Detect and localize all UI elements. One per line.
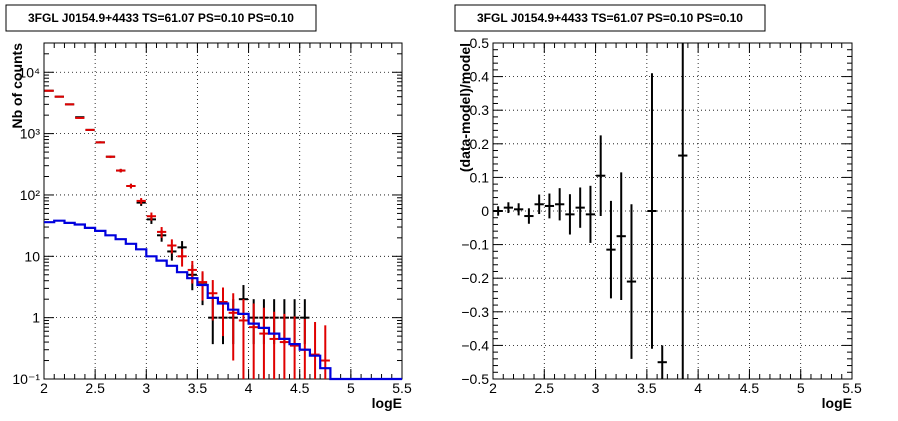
data-point <box>187 260 197 284</box>
counts-title-box <box>5 4 317 32</box>
x-tick-label: 2.5 <box>85 380 105 396</box>
counts-ticks: 2 2.5 3 3.5 4 4.5 5 5.5 10⁻¹ 1 10 10² 10³ 10⁴ <box>12 42 412 396</box>
data-point <box>524 208 534 224</box>
x-tick-label: 4.5 <box>290 380 310 396</box>
data-point <box>259 307 269 379</box>
data-point <box>157 227 167 238</box>
x-tick-label: 3.5 <box>637 380 657 396</box>
data-point <box>228 293 238 361</box>
x-tick-label: 2.5 <box>535 380 555 396</box>
data-point <box>54 95 64 98</box>
data-point <box>565 194 575 235</box>
y-tick-label: −0.5 <box>461 371 489 387</box>
data-point <box>218 287 228 337</box>
x-tick-label: 4 <box>245 380 253 396</box>
y-tick-label: −0.2 <box>461 270 489 286</box>
data-point <box>289 316 300 379</box>
data-point <box>249 303 259 379</box>
counts-title: 3FGL J0154.9+4433 TS=61.07 PS=0.10 PS=0.… <box>28 11 294 25</box>
data-point <box>647 73 657 349</box>
data-point <box>657 345 667 379</box>
y-tick-label: 10⁴ <box>18 64 40 80</box>
y-tick-label: 10² <box>20 187 41 203</box>
residuals-ticks: 2 2.5 3 3.5 4 4.5 5 5.5 −0.5 −0.4 −0.3 −0.2 −0.1 0 0.1… <box>461 35 862 396</box>
data-point <box>85 128 95 131</box>
x-tick-label: 3.5 <box>188 380 208 396</box>
x-tick-label: 4.5 <box>740 380 760 396</box>
data-point <box>136 198 146 205</box>
data-point <box>105 155 116 159</box>
data-point <box>493 206 503 216</box>
y-tick-label: 0 <box>481 203 489 219</box>
x-tick-label: 5.5 <box>842 380 862 396</box>
data-point <box>177 248 187 267</box>
y-tick-label: −0.3 <box>461 304 489 320</box>
data-point <box>678 43 688 379</box>
y-tick-label: 0.4 <box>470 69 490 85</box>
x-tick-label: 2 <box>40 380 48 396</box>
residuals-panel: 3FGL J0154.9+4433 TS=61.07 PS=0.10 PS=0.… <box>454 4 862 411</box>
y-tick-label: −0.1 <box>461 237 489 253</box>
y-tick-label: −0.4 <box>461 337 489 353</box>
data-point <box>279 313 289 379</box>
y-tick-label: 0.5 <box>470 35 490 51</box>
data-point <box>269 311 279 379</box>
residuals-plot-frame <box>492 42 853 380</box>
data-point <box>514 203 524 216</box>
data-point <box>64 103 75 106</box>
x-tick-label: 5.5 <box>392 380 412 396</box>
data-point <box>75 116 85 119</box>
y-tick-label: 0.2 <box>470 136 490 152</box>
counts-plot-frame <box>43 42 403 380</box>
x-tick-label: 5 <box>797 380 805 396</box>
data-point <box>585 185 596 243</box>
residuals-title: 3FGL J0154.9+4433 TS=61.07 PS=0.10 PS=0.… <box>477 11 743 25</box>
data-point <box>503 202 514 214</box>
data-point <box>534 194 544 215</box>
counts-x-axis-label: logE <box>372 395 402 411</box>
data-point <box>95 141 105 144</box>
residuals-marks <box>493 43 688 379</box>
y-tick-label: 0.1 <box>470 169 490 185</box>
y-tick-label: 10 <box>24 248 40 264</box>
residuals-y-axis-label: (data-model)/model <box>457 43 473 172</box>
counts-grid <box>44 43 402 379</box>
data-point <box>626 204 637 359</box>
y-tick-label: 0.3 <box>470 102 490 118</box>
data-point <box>167 239 177 254</box>
residuals-x-axis-label: logE <box>822 395 852 411</box>
x-tick-label: 2 <box>489 380 497 396</box>
data-point <box>126 183 136 189</box>
y-tick-label: 1 <box>32 310 40 326</box>
data-point <box>606 200 616 299</box>
y-tick-label: 10⁻¹ <box>12 371 40 387</box>
data-point <box>555 188 565 221</box>
data-point <box>208 280 218 321</box>
data-point <box>116 168 126 173</box>
data-point <box>596 135 606 217</box>
x-tick-label: 3 <box>142 380 150 396</box>
counts-y-axis-label: Nb of counts <box>9 43 25 129</box>
counts-marks <box>44 89 402 381</box>
data-point <box>310 321 320 379</box>
data-point <box>44 89 54 92</box>
data-point <box>544 193 555 219</box>
y-tick-label: 10³ <box>20 126 41 142</box>
x-tick-label: 5 <box>347 380 355 396</box>
data-point <box>320 325 330 379</box>
residuals-grid <box>493 43 852 379</box>
data-point <box>575 187 585 228</box>
data-point <box>238 299 249 379</box>
data-point <box>146 212 157 221</box>
x-tick-label: 4 <box>694 380 702 396</box>
data-point <box>616 172 626 301</box>
model-step-line <box>44 219 402 381</box>
residuals-title-box <box>454 4 766 32</box>
x-tick-label: 3 <box>592 380 600 396</box>
counts-panel: 3FGL J0154.9+4433 TS=61.07 PS=0.10 PS=0.… <box>5 4 412 411</box>
